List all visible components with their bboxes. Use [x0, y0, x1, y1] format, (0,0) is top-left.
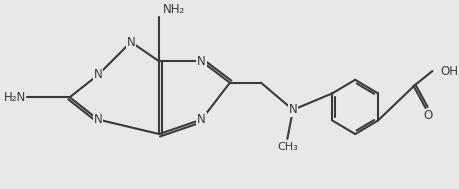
Text: N: N: [197, 113, 206, 126]
Text: OH: OH: [440, 65, 458, 77]
Text: NH₂: NH₂: [162, 3, 185, 16]
Text: H₂N: H₂N: [4, 91, 26, 104]
Text: N: N: [94, 68, 102, 81]
Text: O: O: [423, 109, 432, 122]
Text: N: N: [127, 36, 135, 49]
Text: N: N: [197, 55, 206, 68]
Text: N: N: [289, 103, 297, 116]
Text: N: N: [94, 113, 102, 126]
Text: CH₃: CH₃: [277, 142, 298, 152]
